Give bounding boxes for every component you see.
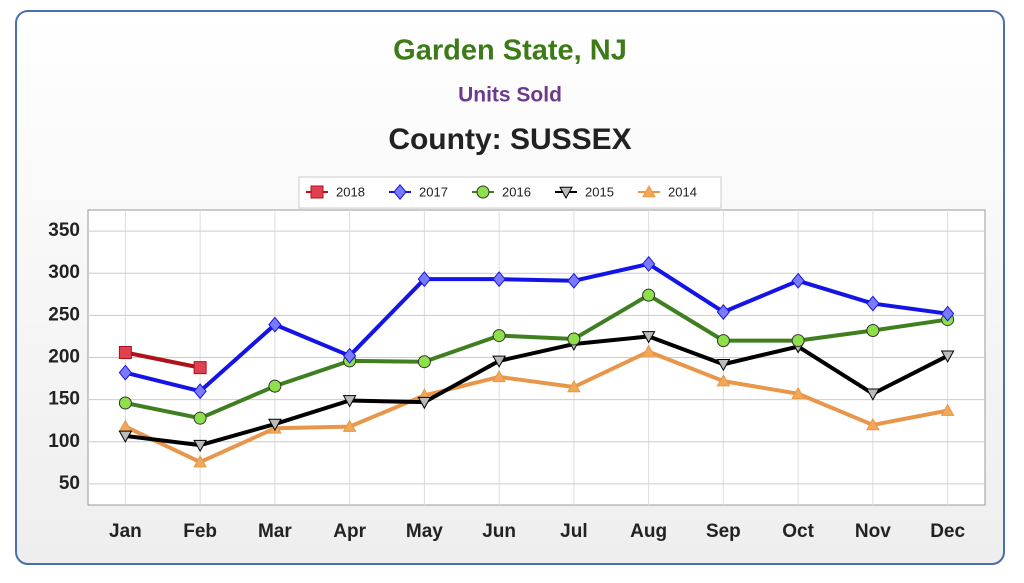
x-tick-label: Mar (258, 521, 292, 542)
point (193, 454, 207, 468)
point (193, 383, 207, 400)
chart-heading: County: SUSSEX (388, 123, 631, 156)
legend-marker (476, 185, 490, 199)
point (417, 355, 431, 369)
point (641, 255, 656, 272)
point (641, 344, 656, 357)
y-tick-label: 150 (48, 389, 80, 410)
point (716, 358, 731, 372)
point (193, 439, 207, 453)
x-tick-label: Sep (706, 521, 741, 542)
point (417, 396, 432, 410)
x-tick-label: Apr (333, 521, 366, 542)
point (118, 345, 132, 359)
chart-title: Garden State, NJ (393, 35, 627, 67)
series-line (124, 261, 948, 394)
point (417, 271, 432, 288)
x-tick-label: Jan (109, 521, 142, 542)
legend-marker (559, 186, 573, 200)
series-line (124, 293, 948, 421)
point (866, 388, 880, 401)
y-tick-label: 50 (59, 473, 80, 494)
point (193, 361, 207, 375)
point (342, 395, 357, 408)
x-tick-label: May (406, 521, 443, 542)
legend-label: 2014 (668, 184, 697, 199)
legend-label: 2016 (502, 184, 531, 199)
point (940, 350, 955, 363)
point (567, 332, 581, 346)
x-tick-label: Aug (630, 521, 667, 542)
x-tick-label: Feb (183, 521, 217, 542)
point (716, 374, 731, 387)
point (118, 364, 133, 381)
point (268, 379, 282, 393)
x-tick-label: Oct (782, 521, 814, 542)
point (791, 386, 805, 400)
legend-marker (642, 184, 656, 198)
point (642, 288, 656, 302)
series-line (124, 350, 201, 370)
point (118, 396, 132, 410)
y-tick-label: 250 (48, 304, 80, 325)
point (193, 411, 207, 425)
y-tick-label: 200 (48, 347, 80, 368)
x-tick-label: Nov (855, 521, 891, 542)
series-line (125, 334, 949, 448)
y-tick-label: 100 (48, 431, 80, 452)
point (492, 329, 506, 343)
point (791, 334, 805, 348)
legend-label: 2018 (336, 184, 365, 199)
x-tick-label: Dec (930, 521, 965, 542)
point (791, 272, 805, 289)
chart-subtitle: Units Sold (458, 84, 562, 107)
point (866, 324, 880, 338)
point (940, 403, 955, 416)
point (268, 418, 282, 432)
point (716, 334, 730, 348)
series-line (124, 349, 949, 465)
point (118, 430, 133, 443)
legend-marker (310, 185, 324, 199)
point (342, 419, 357, 432)
point (567, 379, 581, 393)
y-tick-label: 300 (48, 262, 80, 283)
legend-marker (393, 184, 407, 200)
point (940, 305, 955, 322)
x-tick-label: Jun (482, 521, 516, 542)
point (866, 417, 880, 431)
point (492, 271, 506, 288)
point (268, 316, 282, 333)
point (567, 272, 581, 289)
point (342, 347, 357, 364)
legend-label: 2017 (419, 184, 448, 199)
point (492, 369, 506, 383)
x-tick-label: Jul (560, 521, 587, 542)
point (866, 295, 880, 312)
legend-label: 2015 (585, 184, 614, 199)
point (641, 331, 656, 344)
point (716, 304, 731, 320)
point (492, 355, 506, 368)
y-tick-label: 350 (48, 220, 80, 241)
